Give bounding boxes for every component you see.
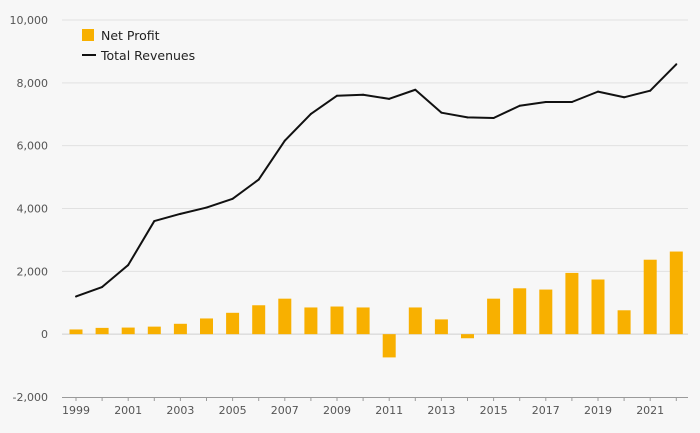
x-tick-label: 2005 [219,404,247,417]
net-profit-bar [591,279,605,335]
net-profit-bar [121,327,135,335]
net-profit-bar [643,259,657,335]
total-revenues-point [649,89,652,92]
total-revenues-point [570,100,573,103]
total-revenues-point [75,295,77,298]
y-tick-label: 10,000 [10,14,49,27]
net-profit-bar [330,306,344,335]
net-profit-bars [69,251,683,358]
total-revenues-point [362,93,365,96]
total-revenues-point [153,220,156,223]
total-revenues-point [518,104,521,107]
x-tick-label: 2015 [480,404,508,417]
legend-total-revenues-label: Total Revenues [100,48,195,63]
x-tick-label: 2013 [427,404,455,417]
total-revenues-point [597,90,599,93]
total-revenues-point [440,111,443,114]
total-revenues-point [309,112,312,115]
net-profit-bar [304,307,318,335]
x-tick-label: 2019 [584,404,612,417]
legend-net-profit-swatch [82,29,94,41]
total-revenues-line-group [75,63,678,298]
total-revenues-point [257,178,260,181]
x-axis: 1999 2001 2003 2005 2007 2009 2011 2013 2015 2017… [62,397,688,417]
net-profit-bar [565,272,579,335]
net-profit-bar [226,312,240,335]
net-profit-bar [461,334,474,339]
net-profit-bar [200,318,213,335]
net-profit-bar [69,329,83,335]
gridlines [62,19,688,335]
y-tick-label: 0 [41,328,48,341]
total-revenues-point [127,264,130,267]
x-tick-label: 2021 [636,404,664,417]
y-axis-tick-labels: -2,000 0 2,000 4,000 6,000 8,000 10,000 [10,14,49,404]
total-revenues-point [231,197,234,200]
net-profit-bar [617,310,631,335]
net-profit-bar [513,288,527,335]
total-revenues-point [623,96,626,99]
total-revenues-point [336,94,338,97]
y-tick-label: 6,000 [17,140,49,153]
net-profit-bar [278,298,292,335]
net-profit-bar [669,251,683,335]
y-tick-label: 4,000 [17,203,49,216]
total-revenues-point [466,116,469,119]
net-profit-bar [252,305,266,335]
x-tick-label: 2001 [114,404,142,417]
total-revenues-point [675,63,678,66]
total-revenues-line [75,63,678,298]
total-revenues-point [179,212,182,215]
x-tick-label: 1999 [62,404,90,417]
net-profit-bar [539,289,553,335]
total-revenues-point [492,117,495,120]
net-profit-bar [356,307,370,335]
net-profit-bar [95,327,109,335]
total-revenues-point [101,286,104,289]
x-tick-label: 2011 [375,404,403,417]
y-tick-label: 8,000 [17,77,49,90]
net-profit-bar [408,307,422,335]
legend-net-profit-label: Net Profit [101,28,160,43]
total-revenues-point [544,100,547,103]
y-tick-label: 2,000 [17,265,49,278]
net-profit-bar [434,319,448,335]
total-revenues-point [388,97,391,100]
y-tick-label: -2,000 [13,391,48,404]
legend: Net Profit Total Revenues [82,28,195,63]
x-tick-label: 2017 [532,404,560,417]
total-revenues-point [283,139,286,142]
x-tick-label: 2007 [271,404,299,417]
net-profit-bar [147,326,161,335]
x-tick-label: 2003 [166,404,194,417]
total-revenues-point [205,206,208,209]
net-profit-bar [382,334,396,358]
net-profit-bar [487,298,501,335]
total-revenues-point [414,88,417,91]
x-tick-label: 2009 [323,404,351,417]
net-profit-bar [173,323,187,335]
